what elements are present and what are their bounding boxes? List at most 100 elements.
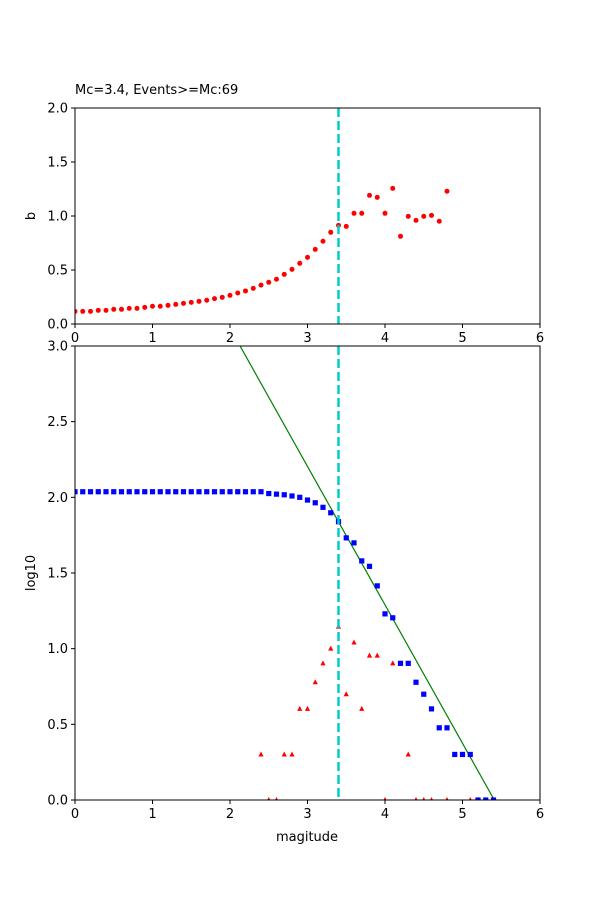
top-point bbox=[80, 308, 86, 314]
bottom-square-point bbox=[227, 489, 233, 495]
bottom-triangle-point bbox=[414, 797, 418, 800]
bottom-square-point bbox=[421, 691, 427, 697]
top-chart-title: Mc=3.4, Events>=Mc:69 bbox=[75, 83, 238, 98]
bottom-triangle-point bbox=[374, 652, 380, 658]
bottom-square-point bbox=[142, 489, 148, 495]
top-point bbox=[444, 188, 450, 194]
bottom-triangle-point bbox=[405, 751, 411, 757]
bottom-triangle-point bbox=[297, 705, 303, 711]
bottom-x-tick-label: 0 bbox=[71, 807, 79, 822]
top-point bbox=[75, 308, 78, 314]
bottom-square-point bbox=[444, 725, 450, 731]
bottom-x-tick-label: 6 bbox=[536, 807, 544, 822]
bottom-square-point bbox=[490, 797, 497, 800]
top-point bbox=[312, 246, 318, 252]
top-point bbox=[436, 218, 442, 224]
bottom-square-point bbox=[320, 504, 326, 510]
bottom-square-point bbox=[297, 494, 303, 500]
bottom-x-tick-label: 5 bbox=[458, 807, 466, 822]
top-point bbox=[119, 306, 124, 312]
bottom-triangle-point bbox=[429, 797, 434, 800]
top-point bbox=[297, 260, 303, 266]
bottom-triangle-point bbox=[390, 660, 396, 666]
top-y-tick-label: 0.0 bbox=[47, 318, 68, 333]
bottom-y-tick-label: 0.0 bbox=[47, 794, 68, 809]
top-point bbox=[421, 213, 427, 219]
bottom-x-axis-label: magitude bbox=[276, 830, 338, 845]
bottom-square-point bbox=[397, 660, 404, 666]
bottom-triangle-point bbox=[445, 797, 449, 800]
bottom-square-point bbox=[134, 489, 140, 495]
bottom-square-point bbox=[87, 489, 94, 495]
bottom-square-point bbox=[328, 510, 334, 516]
bottom-square-point bbox=[250, 489, 256, 495]
bottom-square-point bbox=[428, 706, 435, 712]
top-x-tick-label: 1 bbox=[148, 331, 156, 346]
bottom-square-point bbox=[304, 497, 311, 503]
bottom-square-point bbox=[95, 489, 101, 495]
top-y-tick-label: 2.0 bbox=[47, 102, 68, 117]
bottom-triangle-point bbox=[267, 797, 271, 800]
bottom-triangle-point bbox=[281, 751, 287, 757]
bottom-square-point bbox=[196, 489, 202, 495]
bottom-square-point bbox=[103, 489, 109, 495]
bottom-square-point bbox=[118, 489, 125, 495]
bottom-triangle-point bbox=[328, 645, 334, 651]
top-point bbox=[188, 299, 194, 305]
bottom-triangle-point bbox=[312, 679, 318, 685]
bottom-square-point bbox=[266, 490, 272, 497]
top-point bbox=[204, 297, 210, 303]
bottom-square-point bbox=[366, 563, 373, 569]
top-axes: 0 1 2 3 4 5 6 0.0 0.5 1.0 1.5 2.0 bbox=[47, 102, 544, 347]
top-point bbox=[374, 194, 380, 200]
top-point bbox=[274, 276, 279, 282]
top-point bbox=[258, 282, 264, 288]
bottom-square-point bbox=[382, 611, 388, 617]
bottom-square-point bbox=[413, 679, 419, 685]
top-point bbox=[196, 298, 202, 304]
bottom-triangle-point bbox=[289, 751, 295, 757]
top-point bbox=[219, 294, 225, 300]
bottom-fit-line bbox=[239, 346, 495, 800]
top-point bbox=[165, 302, 171, 308]
top-point bbox=[134, 305, 140, 311]
bottom-square-point bbox=[258, 489, 264, 495]
bottom-y-tick-label: 2.5 bbox=[47, 415, 68, 430]
bottom-square-point bbox=[211, 489, 218, 495]
bottom-triangle-point bbox=[320, 660, 326, 666]
top-point bbox=[413, 217, 419, 223]
top-point bbox=[405, 213, 411, 219]
top-point bbox=[390, 185, 396, 191]
top-point bbox=[235, 290, 241, 296]
bottom-x-tick-label: 3 bbox=[303, 807, 311, 822]
top-point bbox=[359, 210, 365, 216]
top-point bbox=[305, 254, 310, 260]
top-point bbox=[126, 305, 132, 311]
bottom-axes: 0 1 2 3 4 5 6 0.0 0.5 1.0 1.5 2.0 2.5 3.0 bbox=[47, 340, 544, 823]
bottom-square-point bbox=[359, 558, 365, 564]
top-point bbox=[351, 210, 357, 216]
top-point bbox=[250, 285, 256, 291]
bottom-square-point bbox=[459, 751, 466, 758]
bottom-triangle-point bbox=[351, 639, 357, 645]
top-point bbox=[328, 229, 334, 235]
top-point bbox=[227, 292, 233, 298]
bottom-square-point bbox=[75, 489, 78, 495]
bottom-square-point bbox=[204, 489, 210, 495]
top-point bbox=[157, 303, 163, 309]
bottom-square-point bbox=[343, 535, 349, 541]
top-point bbox=[429, 212, 434, 218]
bottom-y-tick-label: 1.5 bbox=[47, 567, 68, 582]
top-point bbox=[181, 300, 186, 306]
top-x-tick-label: 6 bbox=[536, 331, 544, 346]
top-point bbox=[103, 307, 109, 313]
bottom-triangle-point bbox=[468, 797, 472, 800]
top-point bbox=[88, 308, 93, 314]
bottom-x-tick-label: 1 bbox=[148, 807, 156, 822]
bottom-square-point bbox=[149, 489, 156, 495]
top-point bbox=[320, 238, 326, 244]
bottom-square-point bbox=[235, 489, 241, 495]
bottom-square-point bbox=[475, 797, 481, 800]
top-point bbox=[367, 192, 372, 198]
bottom-triangle-point bbox=[258, 751, 264, 757]
